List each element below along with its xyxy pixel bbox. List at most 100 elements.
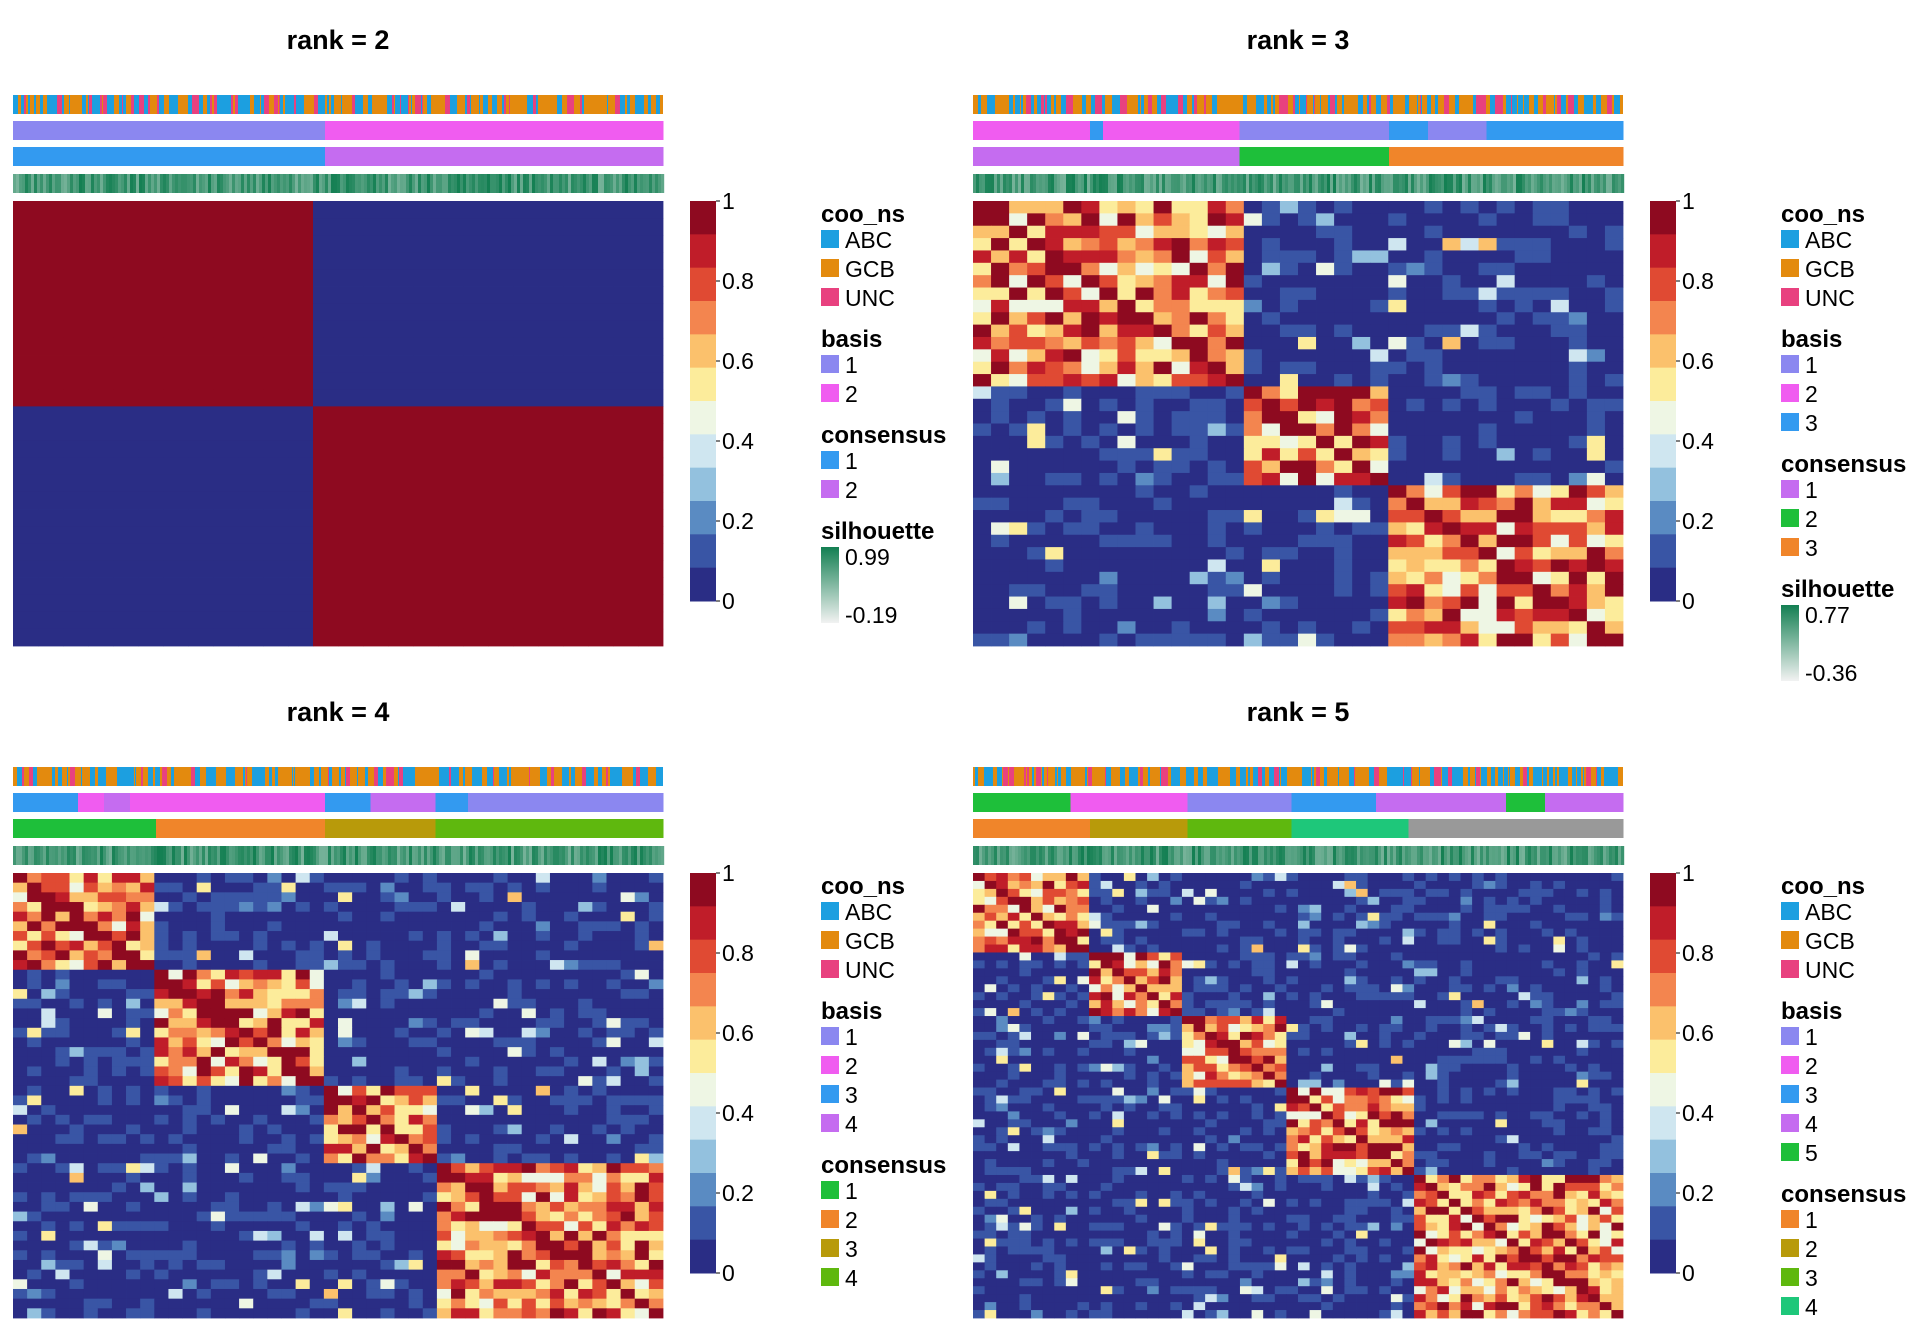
matrix-cell — [488, 406, 514, 424]
matrix-cell — [239, 940, 254, 951]
matrix-cell — [13, 526, 39, 544]
matrix-cell — [83, 1056, 99, 1067]
matrix-cell — [1352, 435, 1371, 449]
matrix-cell — [97, 940, 113, 951]
silhouette-cell — [1000, 174, 1004, 193]
matrix-cell — [27, 892, 42, 903]
matrix-cell — [366, 969, 381, 980]
matrix-cell — [638, 560, 664, 578]
coo-ns-cell — [1127, 95, 1129, 114]
matrix-cell — [521, 969, 537, 980]
matrix-cell — [535, 1114, 551, 1125]
matrix-cell — [13, 1201, 28, 1212]
matrix-cell — [563, 235, 589, 253]
matrix-cell — [288, 201, 314, 219]
matrix-cell — [267, 911, 282, 922]
matrix-cell — [210, 979, 226, 990]
matrix-cell — [1081, 633, 1100, 647]
matrix-cell — [55, 911, 70, 922]
matrix-cell — [1514, 398, 1534, 412]
matrix-cell — [1550, 522, 1570, 536]
matrix-cell — [1298, 460, 1317, 474]
matrix-cell — [1406, 584, 1425, 597]
matrix-cell — [1081, 522, 1100, 536]
silhouette-cell — [418, 846, 422, 865]
matrix-cell — [196, 873, 212, 884]
silhouette-cell — [169, 174, 173, 193]
matrix-cell — [507, 1008, 523, 1019]
matrix-cell — [1532, 448, 1552, 461]
matrix-cell — [1279, 349, 1299, 363]
coo-ns-cell — [339, 767, 341, 786]
silhouette-cell — [445, 174, 449, 193]
matrix-cell — [1316, 596, 1335, 610]
matrix-cell — [168, 989, 183, 1000]
matrix-cell — [88, 423, 114, 442]
matrix-cell — [363, 286, 389, 305]
matrix-cell — [27, 1153, 42, 1164]
matrix-cell — [488, 389, 514, 407]
silhouette-cell — [586, 174, 590, 193]
matrix-cell — [13, 1056, 28, 1067]
matrix-cell — [1135, 448, 1154, 461]
matrix-cell — [465, 940, 480, 951]
matrix-cell — [1442, 435, 1461, 449]
matrix-cell — [338, 1056, 353, 1067]
matrix-cell — [513, 320, 539, 339]
silhouette-cell — [1465, 174, 1469, 193]
matrix-cell — [606, 989, 622, 1000]
matrix-cell — [613, 389, 639, 407]
coo-ns-cell — [1031, 95, 1034, 114]
matrix-cell — [507, 950, 523, 961]
matrix-cell — [1045, 225, 1064, 239]
matrix-cell — [451, 1027, 466, 1038]
matrix-cell — [1424, 374, 1443, 387]
matrix-cell — [413, 509, 439, 527]
silhouette-cell — [490, 174, 494, 193]
colorbar-band — [1650, 301, 1676, 335]
matrix-cell — [366, 1143, 381, 1154]
silhouette-cell — [421, 846, 425, 865]
matrix-cell — [138, 440, 164, 459]
matrix-cell — [513, 355, 539, 373]
silhouette-cell — [304, 174, 308, 193]
matrix-cell — [634, 1182, 650, 1193]
matrix-cell — [88, 303, 114, 322]
matrix-cell — [991, 361, 1010, 375]
matrix-cell — [1388, 608, 1407, 622]
silhouette-cell — [1087, 174, 1091, 193]
matrix-cell — [309, 921, 325, 932]
matrix-cell — [1586, 621, 1606, 635]
matrix-cell — [380, 1134, 395, 1145]
coo-ns-cell — [183, 95, 186, 114]
matrix-cell — [126, 1037, 141, 1048]
silhouette-cell — [1423, 174, 1427, 193]
coo-ns-cell — [155, 767, 160, 786]
matrix-cell — [648, 1192, 664, 1203]
silhouette-cell — [1462, 174, 1466, 193]
matrix-cell — [1171, 435, 1191, 449]
matrix-cell — [263, 201, 289, 219]
coo-ns-cell — [92, 95, 96, 114]
matrix-cell — [634, 873, 650, 884]
silhouette-cell — [613, 846, 617, 865]
matrix-cell — [1189, 250, 1209, 264]
matrix-cell — [380, 950, 395, 961]
silhouette-cell — [469, 174, 473, 193]
silhouette-cell — [1297, 174, 1301, 193]
matrix-cell — [1171, 522, 1191, 536]
silhouette-cell — [352, 846, 356, 865]
matrix-cell — [388, 611, 414, 630]
colorbar-band — [1650, 234, 1676, 269]
matrix-cell — [1045, 448, 1064, 461]
matrix-cell — [1334, 423, 1353, 437]
matrix-cell — [507, 873, 523, 884]
matrix-cell — [973, 287, 992, 301]
matrix-cell — [638, 423, 664, 442]
coo-ns-cell — [472, 767, 477, 786]
matrix-cell — [380, 1076, 395, 1087]
coo-ns-cell — [1557, 95, 1561, 114]
matrix-cell — [113, 269, 139, 287]
matrix-cell — [549, 969, 565, 980]
matrix-cell — [1135, 411, 1154, 424]
